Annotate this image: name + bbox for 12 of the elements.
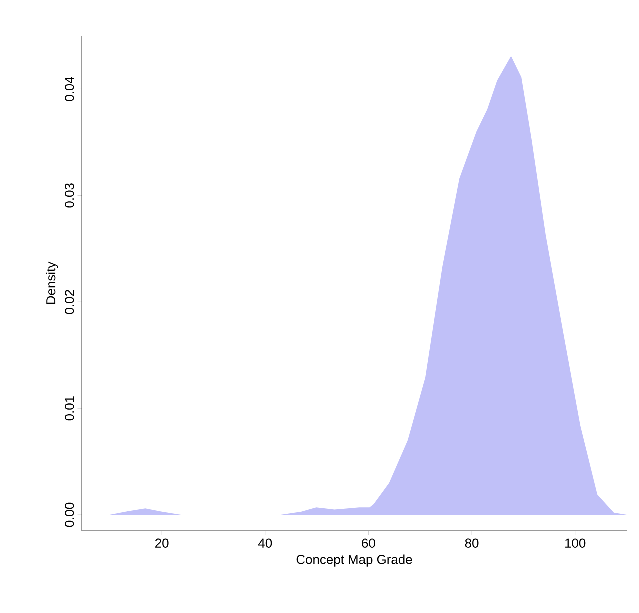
- x-tick-label: 20: [156, 538, 169, 548]
- y-tick-label: 0.01: [65, 396, 74, 421]
- x-tick-label: 80: [465, 538, 479, 548]
- y-axis-title: Density: [46, 262, 58, 304]
- x-tick-label: 40: [258, 538, 272, 548]
- y-tick-label: 0.03: [65, 184, 74, 208]
- y-tick-label: 0.02: [65, 290, 74, 314]
- x-tick-label: 100: [566, 538, 586, 548]
- y-tick-label: 0.00: [65, 502, 74, 528]
- x-axis-title: Concept Map Grade: [296, 554, 412, 567]
- y-tick-label: 0.04: [65, 76, 74, 102]
- x-tick-label: 60: [362, 538, 376, 548]
